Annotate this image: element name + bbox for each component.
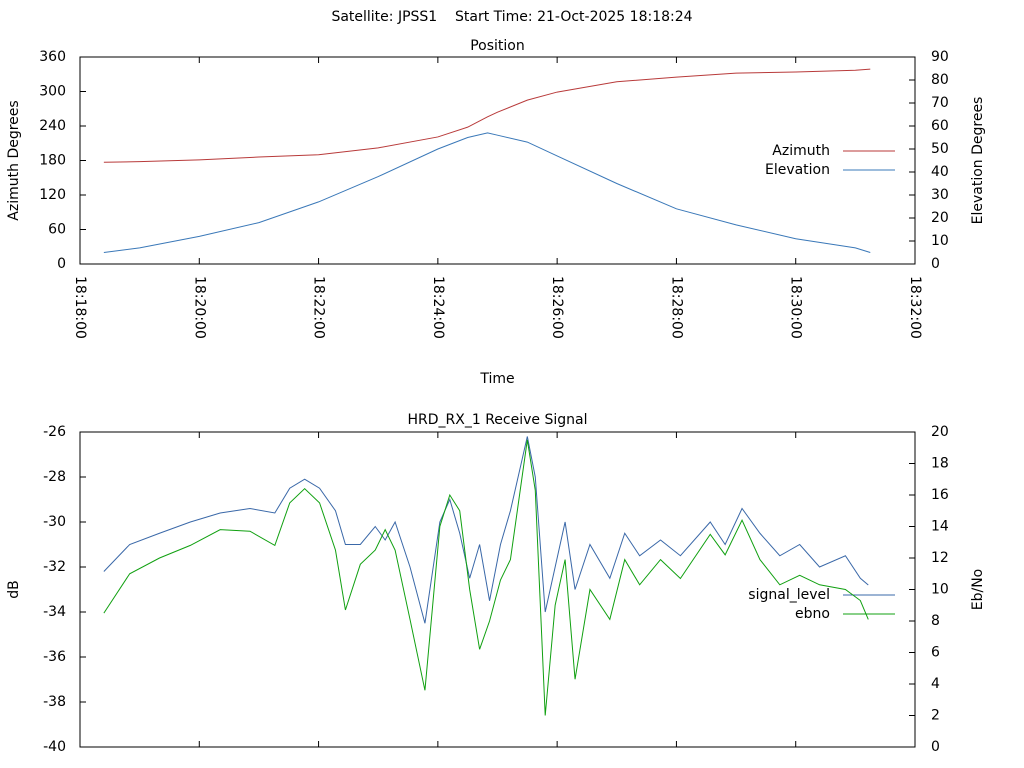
y-tick-label: -40 (43, 739, 66, 755)
legend-label: ebno (795, 606, 830, 622)
y-axis-label: dB (6, 580, 22, 599)
x-tick-label: 18:30:00 (788, 276, 804, 339)
plot-frame (79, 56, 916, 265)
y2-tick-label: 8 (931, 613, 940, 629)
y-tick-label: -38 (43, 694, 66, 710)
y2-tick-label: 30 (931, 187, 949, 203)
x-axis-label: Time (479, 371, 514, 387)
y2-tick-label: 6 (931, 645, 940, 661)
y2-axis-label: Elevation Degrees (970, 97, 986, 225)
x-tick-label: 18:26:00 (549, 276, 565, 339)
chart-title: HRD_RX_1 Receive Signal (408, 412, 588, 428)
x-tick-label: 18:24:00 (430, 276, 446, 339)
series-line (103, 132, 871, 253)
x-tick-label: 18:28:00 (668, 276, 684, 339)
y2-tick-label: 70 (931, 95, 949, 111)
series-line (103, 439, 869, 716)
y-tick-label: -30 (43, 514, 66, 530)
y-axis-label: Azimuth Degrees (6, 100, 22, 220)
y2-tick-label: 14 (931, 519, 949, 535)
y-tick-label: -28 (43, 469, 66, 485)
y2-tick-label: 10 (931, 233, 949, 249)
y-tick-label: -34 (43, 604, 66, 620)
y-tick-label: -32 (43, 559, 66, 575)
y-tick-label: 0 (57, 256, 66, 272)
y-tick-label: 360 (39, 49, 66, 65)
legend-label: signal_level (748, 587, 830, 603)
y-tick-label: 120 (39, 187, 66, 203)
x-tick-label: 18:22:00 (311, 276, 327, 339)
y2-tick-label: 10 (931, 582, 949, 598)
chart-title: Position (470, 38, 525, 54)
y-tick-label: 300 (39, 84, 66, 100)
series-line (103, 436, 869, 624)
y2-tick-label: 50 (931, 141, 949, 157)
x-tick-label: 18:32:00 (907, 276, 923, 339)
y2-tick-label: 40 (931, 164, 949, 180)
y2-tick-label: 60 (931, 118, 949, 134)
y2-tick-label: 20 (931, 210, 949, 226)
legend-label: Azimuth (772, 143, 830, 159)
y-tick-label: 60 (48, 222, 66, 238)
y2-tick-label: 80 (931, 72, 949, 88)
y2-tick-label: 2 (931, 708, 940, 724)
series-line (103, 68, 871, 163)
y2-tick-label: 18 (931, 456, 949, 472)
y2-tick-label: 12 (931, 550, 949, 566)
y-tick-label: 180 (39, 153, 66, 169)
y2-tick-label: 4 (931, 676, 940, 692)
y-tick-label: -26 (43, 424, 66, 440)
y-tick-label: -36 (43, 649, 66, 665)
y2-tick-label: 0 (931, 739, 940, 755)
y2-tick-label: 90 (931, 49, 949, 65)
x-tick-label: 18:20:00 (191, 276, 207, 339)
y-tick-label: 240 (39, 118, 66, 134)
y2-axis-label: Eb/No (970, 569, 986, 611)
y2-tick-label: 16 (931, 487, 949, 503)
page-title: Satellite: JPSS1 Start Time: 21-Oct-2025… (331, 9, 692, 25)
y2-tick-label: 0 (931, 256, 940, 272)
y2-tick-label: 20 (931, 424, 949, 440)
x-tick-label: 18:18:00 (72, 276, 88, 339)
legend-label: Elevation (765, 162, 830, 178)
